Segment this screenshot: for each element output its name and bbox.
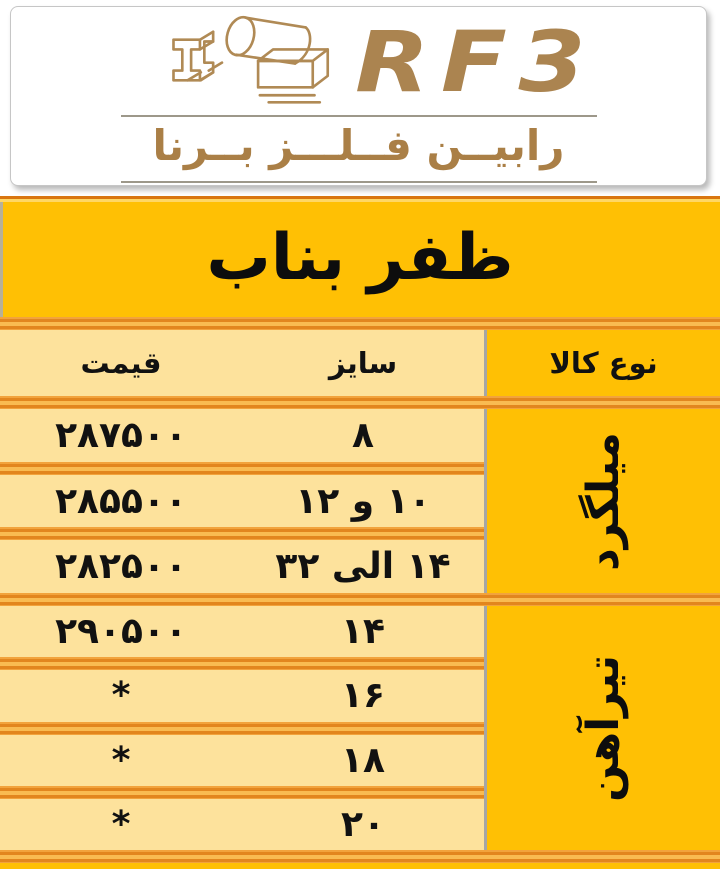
price-value: ۲۹۰۵۰۰ bbox=[55, 611, 187, 653]
separator bbox=[0, 850, 720, 863]
brand-logo-text: RF3 bbox=[355, 13, 598, 111]
size-value: ۱۸ bbox=[341, 739, 385, 781]
price-value: ۲۸۷۵۰۰ bbox=[55, 414, 187, 456]
price-cell: ۲۸۲۵۰۰ bbox=[0, 540, 242, 594]
size-cell: ۱۴ الی ۳۲ bbox=[242, 540, 484, 594]
price-cell: ۲۸۵۵۰۰ bbox=[0, 474, 242, 528]
column-divider bbox=[484, 606, 487, 850]
logo-header: RF3 رابیــن فــلـــز بــرنا bbox=[0, 0, 720, 196]
table-row: * ۱۶ bbox=[0, 670, 484, 722]
type-label-ibeam: تیرآهن bbox=[577, 654, 629, 802]
separator bbox=[0, 317, 720, 330]
group-rows: ۲۹۰۵۰۰ ۱۴ * ۱۶ * ۱۸ * ۲۰ bbox=[0, 606, 484, 850]
size-cell: ۱۰ و ۱۲ bbox=[242, 474, 484, 528]
header-size-label: سایز bbox=[328, 346, 398, 380]
table-row: ۲۸۲۵۰۰ ۱۴ الی ۳۲ bbox=[0, 540, 484, 594]
table-row: ۲۸۵۵۰۰ ۱۰ و ۱۲ bbox=[0, 474, 484, 528]
size-value: ۱۴ bbox=[341, 611, 385, 653]
price-value: * bbox=[111, 739, 131, 781]
logo-box: RF3 رابیــن فــلـــز بــرنا bbox=[10, 6, 707, 186]
size-cell: ۱۶ bbox=[242, 670, 484, 722]
column-divider bbox=[484, 409, 487, 593]
group-rows: ۲۸۷۵۰۰ ۸ ۲۸۵۵۰۰ ۱۰ و ۱۲ ۲۸۲۵۰۰ ۱۴ الی ۳۲ bbox=[0, 409, 484, 594]
price-value: ۲۸۲۵۰۰ bbox=[55, 546, 187, 588]
price-value: ۲۸۵۵۰۰ bbox=[55, 480, 187, 522]
product-group-rebar: ۲۸۷۵۰۰ ۸ ۲۸۵۵۰۰ ۱۰ و ۱۲ ۲۸۲۵۰۰ ۱۴ الی ۳۲… bbox=[0, 409, 720, 594]
type-cell-rebar: میلگرد bbox=[487, 409, 720, 593]
price-value: * bbox=[111, 803, 131, 845]
size-cell: ۱۸ bbox=[242, 734, 484, 786]
separator bbox=[0, 396, 720, 409]
row-separator bbox=[0, 461, 484, 475]
table-row: * ۲۰ bbox=[0, 798, 484, 850]
price-value: * bbox=[111, 675, 131, 717]
bottom-strip bbox=[0, 863, 720, 869]
row-separator bbox=[0, 721, 484, 735]
size-value: ۱۰ و ۱۲ bbox=[295, 480, 431, 522]
logo-row: RF3 bbox=[11, 11, 706, 113]
row-separator bbox=[0, 785, 484, 799]
table-header-row: قیمت سایز نوع کالا bbox=[0, 330, 720, 396]
header-price-label: قیمت bbox=[80, 346, 162, 380]
size-cell: ۲۰ bbox=[242, 798, 484, 850]
size-value: ۱۴ الی ۳۲ bbox=[275, 546, 451, 588]
product-group-ibeam: ۲۹۰۵۰۰ ۱۴ * ۱۶ * ۱۸ * ۲۰ bbox=[0, 606, 720, 850]
type-label-rebar: میلگرد bbox=[577, 431, 629, 571]
header-cell-price: قیمت bbox=[0, 330, 242, 396]
price-sheet: ظفر بناب قیمت سایز نوع کالا ۲۸۷۵۰۰ ۸ bbox=[0, 196, 720, 869]
row-separator bbox=[0, 657, 484, 671]
header-cell-type: نوع کالا bbox=[487, 330, 720, 396]
size-value: ۲۰ bbox=[341, 803, 385, 845]
table-row: ۲۸۷۵۰۰ ۸ bbox=[0, 409, 484, 462]
page-title: ظفر بناب bbox=[206, 221, 514, 295]
title-band: ظفر بناب bbox=[0, 196, 720, 317]
price-cell: * bbox=[0, 670, 242, 722]
price-cell: * bbox=[0, 734, 242, 786]
column-divider bbox=[484, 330, 487, 396]
size-value: ۸ bbox=[352, 414, 374, 456]
header-type-label: نوع کالا bbox=[549, 346, 658, 380]
price-cell: ۲۸۷۵۰۰ bbox=[0, 409, 242, 462]
separator bbox=[0, 593, 720, 606]
table-row: * ۱۸ bbox=[0, 734, 484, 786]
price-cell: ۲۹۰۵۰۰ bbox=[0, 606, 242, 658]
table-row: ۲۹۰۵۰۰ ۱۴ bbox=[0, 606, 484, 658]
type-cell-ibeam: تیرآهن bbox=[487, 606, 720, 850]
brand-name-farsi: رابیــن فــلـــز بــرنا bbox=[120, 115, 597, 183]
steel-profiles-icon bbox=[151, 8, 337, 116]
size-cell: ۱۴ bbox=[242, 606, 484, 658]
header-cell-size: سایز bbox=[242, 330, 484, 396]
size-value: ۱۶ bbox=[341, 675, 385, 717]
row-separator bbox=[0, 527, 484, 541]
price-cell: * bbox=[0, 798, 242, 850]
size-cell: ۸ bbox=[242, 409, 484, 462]
